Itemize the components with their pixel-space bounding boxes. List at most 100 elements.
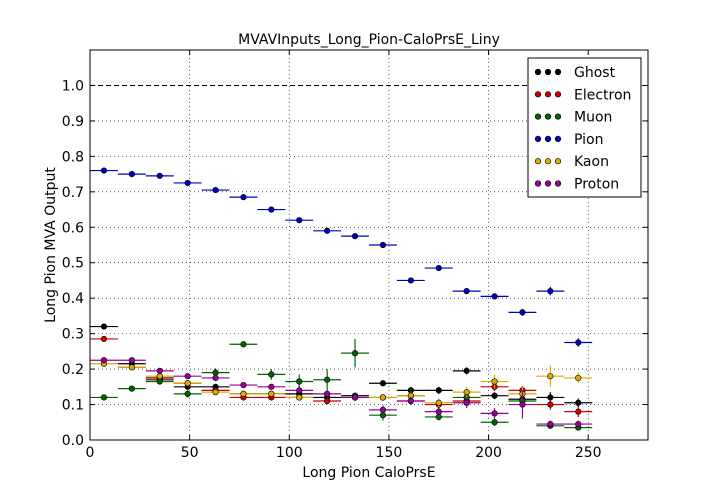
y-axis-label: Long Pion MVA Output xyxy=(43,167,59,323)
data-point xyxy=(575,339,582,346)
data-point xyxy=(491,293,498,300)
legend-marker xyxy=(534,113,542,120)
data-point xyxy=(435,408,442,415)
legend-marker xyxy=(534,135,542,142)
data-point xyxy=(519,309,526,316)
data-point xyxy=(212,186,219,194)
data-point xyxy=(575,374,582,382)
data-point xyxy=(575,399,582,406)
data-point xyxy=(463,389,470,396)
data-point xyxy=(491,392,498,399)
data-point xyxy=(324,390,331,398)
data-point xyxy=(435,264,442,272)
data-point xyxy=(100,167,108,174)
data-point xyxy=(184,390,191,398)
data-point xyxy=(268,206,275,213)
y-tick-label: 1.0 xyxy=(62,78,84,94)
data-point xyxy=(491,378,498,385)
x-tick-label: 250 xyxy=(575,445,602,461)
data-point xyxy=(240,381,247,389)
data-point xyxy=(156,172,163,179)
legend-marker xyxy=(554,180,562,187)
legend: Ghost Electron Muon Pion Kaon Proton xyxy=(527,57,642,198)
legend-marker xyxy=(544,158,552,165)
data-series xyxy=(90,167,593,431)
data-point xyxy=(463,287,470,295)
data-point xyxy=(268,383,275,390)
legend-marker xyxy=(554,113,562,120)
legend-box xyxy=(527,57,642,198)
legend-marker xyxy=(544,91,552,98)
data-point xyxy=(407,397,414,405)
data-point xyxy=(463,367,470,374)
y-tick-label: 0.0 xyxy=(62,433,84,449)
data-point xyxy=(268,390,275,398)
data-point xyxy=(575,420,582,428)
data-point xyxy=(100,335,108,343)
data-point xyxy=(435,387,442,394)
data-point xyxy=(156,378,163,385)
legend-marker xyxy=(534,180,542,187)
data-point xyxy=(351,394,359,401)
y-tick-label: 0.4 xyxy=(62,291,84,307)
y-tick-label: 0.3 xyxy=(62,327,84,343)
series-proton xyxy=(90,357,593,428)
y-tick-label: 0.1 xyxy=(62,398,84,414)
data-point xyxy=(575,408,582,415)
legend-label: Electron xyxy=(574,87,631,103)
data-point xyxy=(296,387,303,394)
legend-marker xyxy=(544,135,552,142)
y-tick-label: 0.9 xyxy=(62,114,84,130)
axis-ticks: 0 50 100 150 200 250 0.0 0.1 0.2 0.3 0.4 0.5 0.6 0.7 0… xyxy=(62,50,648,461)
y-tick-label: 0.2 xyxy=(62,362,84,378)
data-point xyxy=(184,179,191,187)
y-tick-label: 0.8 xyxy=(62,149,84,165)
data-point xyxy=(379,380,387,387)
data-point xyxy=(240,390,247,398)
legend-marker xyxy=(554,135,562,142)
data-point xyxy=(100,357,108,364)
plot-frame xyxy=(89,49,649,441)
legend-label: Muon xyxy=(574,110,612,126)
legend-marker xyxy=(544,113,552,120)
data-point xyxy=(324,376,331,383)
y-tick-label: 0.6 xyxy=(62,220,84,236)
data-point xyxy=(128,385,135,392)
data-point xyxy=(519,401,526,408)
data-point xyxy=(156,367,163,374)
data-point xyxy=(212,374,219,382)
y-tick-label: 0.5 xyxy=(62,256,84,272)
data-point xyxy=(240,341,247,348)
data-point xyxy=(128,357,135,364)
x-tick-label: 150 xyxy=(376,445,403,461)
legend-label: Ghost xyxy=(574,65,616,81)
data-point xyxy=(324,397,331,405)
data-point xyxy=(296,217,303,224)
legend-marker xyxy=(554,68,562,76)
data-point xyxy=(547,420,554,428)
legend-marker xyxy=(554,91,562,98)
legend-marker xyxy=(534,91,542,98)
legend-marker xyxy=(544,180,552,187)
data-point xyxy=(156,373,163,380)
data-point xyxy=(379,241,387,249)
data-point xyxy=(100,323,108,330)
data-point xyxy=(128,170,135,178)
data-point xyxy=(547,287,554,295)
data-point xyxy=(128,364,135,371)
legend-marker xyxy=(544,68,552,76)
data-point xyxy=(491,410,498,417)
legend-label: Kaon xyxy=(574,154,609,170)
data-point xyxy=(296,394,303,401)
series-pion xyxy=(90,167,593,347)
legend-marker xyxy=(534,68,542,76)
data-point xyxy=(351,233,359,240)
data-point xyxy=(435,399,442,406)
x-tick-label: 0 xyxy=(86,445,95,461)
legend-marker xyxy=(554,158,562,165)
data-point xyxy=(296,378,303,385)
x-tick-label: 200 xyxy=(475,445,502,461)
data-point xyxy=(379,394,387,401)
chart-title: MVAVInputs_Long_Pion-CaloPrsE_Liny xyxy=(238,32,500,48)
